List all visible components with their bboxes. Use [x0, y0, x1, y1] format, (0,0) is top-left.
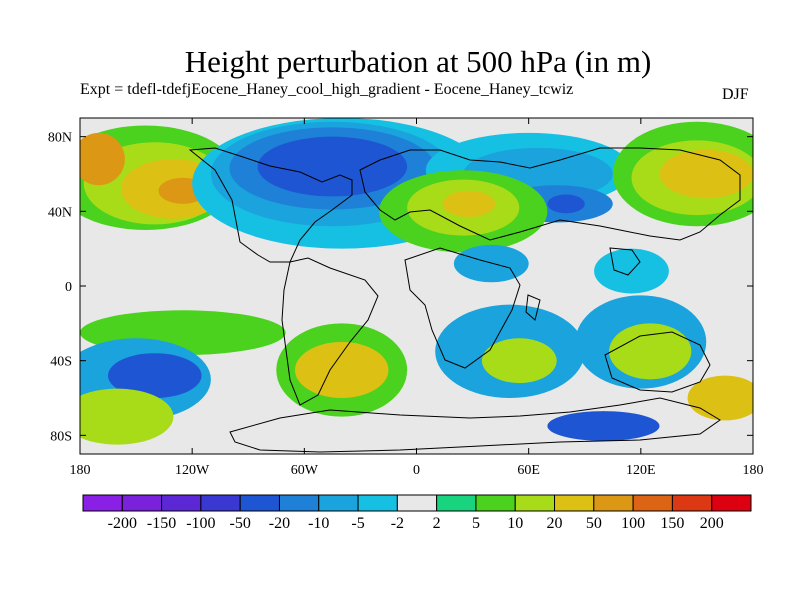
colorbar: -200 -150 -100 -50 -20 -10 -5 -2 2 5 10 20 50 100 150 2… [82, 494, 752, 532]
colorbar-swatch [318, 494, 359, 512]
page-title: Height perturbation at 500 hPa (in m) [184, 44, 652, 79]
colorbar-label: 10 [507, 515, 523, 532]
colorbar-swatch [436, 494, 477, 512]
colorbar-swatch [278, 494, 320, 512]
colorbar-label: -200 [108, 515, 137, 532]
perturbation-field [80, 118, 753, 445]
y-tick-label: 80S [50, 429, 72, 444]
coastline-australia [604, 331, 711, 393]
x-tick-label: 120W [175, 463, 210, 478]
x-tick-label: 60W [291, 463, 319, 478]
colorbar-label: 100 [621, 515, 645, 532]
x-tick-label: 0 [413, 463, 420, 478]
colorbar-swatch [593, 494, 634, 512]
colorbar-swatch [161, 494, 202, 512]
colorbar-label: -150 [147, 515, 176, 532]
colorbar-label: 200 [700, 515, 724, 532]
colorbar-label: 50 [586, 515, 602, 532]
coastline-africa [404, 247, 521, 369]
field-region-31 [547, 411, 660, 441]
field-region-19 [453, 244, 529, 283]
x-tick-label: 60E [517, 463, 540, 478]
colorbar-swatch [121, 494, 163, 512]
colorbar-label: 150 [660, 515, 684, 532]
coastline-south-america [281, 257, 379, 406]
colorbar-swatch [514, 494, 556, 512]
colorbar-swatch [554, 494, 595, 512]
colorbar-label: -10 [308, 515, 329, 532]
colorbar-swatch [82, 494, 123, 512]
colorbar-label: -20 [269, 515, 290, 532]
coastline-north-america [188, 147, 353, 263]
x-tick-label: 180 [70, 463, 91, 478]
colorbar-swatch [475, 494, 516, 512]
field-region-28 [481, 338, 557, 384]
coastline-madagascar [525, 294, 541, 321]
y-tick-label: 40S [50, 355, 72, 370]
y-tick-label: 80N [48, 131, 72, 146]
colorbar-swatch [239, 494, 280, 512]
x-tick-label: 180 [743, 463, 764, 478]
colorbar-label: -100 [186, 515, 215, 532]
y-tick-label: 0 [65, 280, 72, 295]
field-region-4 [80, 132, 125, 186]
field-region-26 [294, 342, 389, 398]
map-axes: 80N 40N 0 40S 80S 180 120W 60W 0 60E 120E 180 [48, 118, 764, 478]
coastline-eurasia [359, 147, 741, 241]
field-region-15 [442, 190, 496, 217]
y-tick-label: 40N [48, 205, 72, 220]
coastline-india [609, 247, 641, 276]
colorbar-swatch [396, 494, 438, 512]
colorbar-swatch [671, 494, 713, 512]
experiment-subtitle: Expt = tdefl-tdefjEocene_Haney_cool_high… [80, 81, 574, 98]
field-region-12 [547, 194, 585, 214]
colorbar-label: -50 [230, 515, 251, 532]
x-tick-label: 120E [626, 463, 656, 478]
colorbar-swatch [357, 494, 398, 512]
field-region-32 [687, 375, 753, 421]
colorbar-label: -5 [351, 515, 364, 532]
colorbar-swatch [711, 494, 752, 512]
coastline-antarctica [229, 397, 721, 453]
paleo-coastlines [188, 147, 741, 453]
colorbar-label: 20 [547, 515, 563, 532]
field-region-30 [609, 323, 692, 380]
colorbar-swatch [200, 494, 241, 512]
field-region-8 [257, 136, 408, 197]
field-region-24 [80, 388, 174, 445]
field-region-23 [108, 353, 202, 398]
season-label: DJF [722, 86, 749, 103]
colorbar-label: -2 [391, 515, 404, 532]
field-region-18 [659, 149, 753, 199]
colorbar-label: 2 [433, 515, 441, 532]
colorbar-swatch [632, 494, 673, 512]
colorbar-label: 5 [472, 515, 480, 532]
